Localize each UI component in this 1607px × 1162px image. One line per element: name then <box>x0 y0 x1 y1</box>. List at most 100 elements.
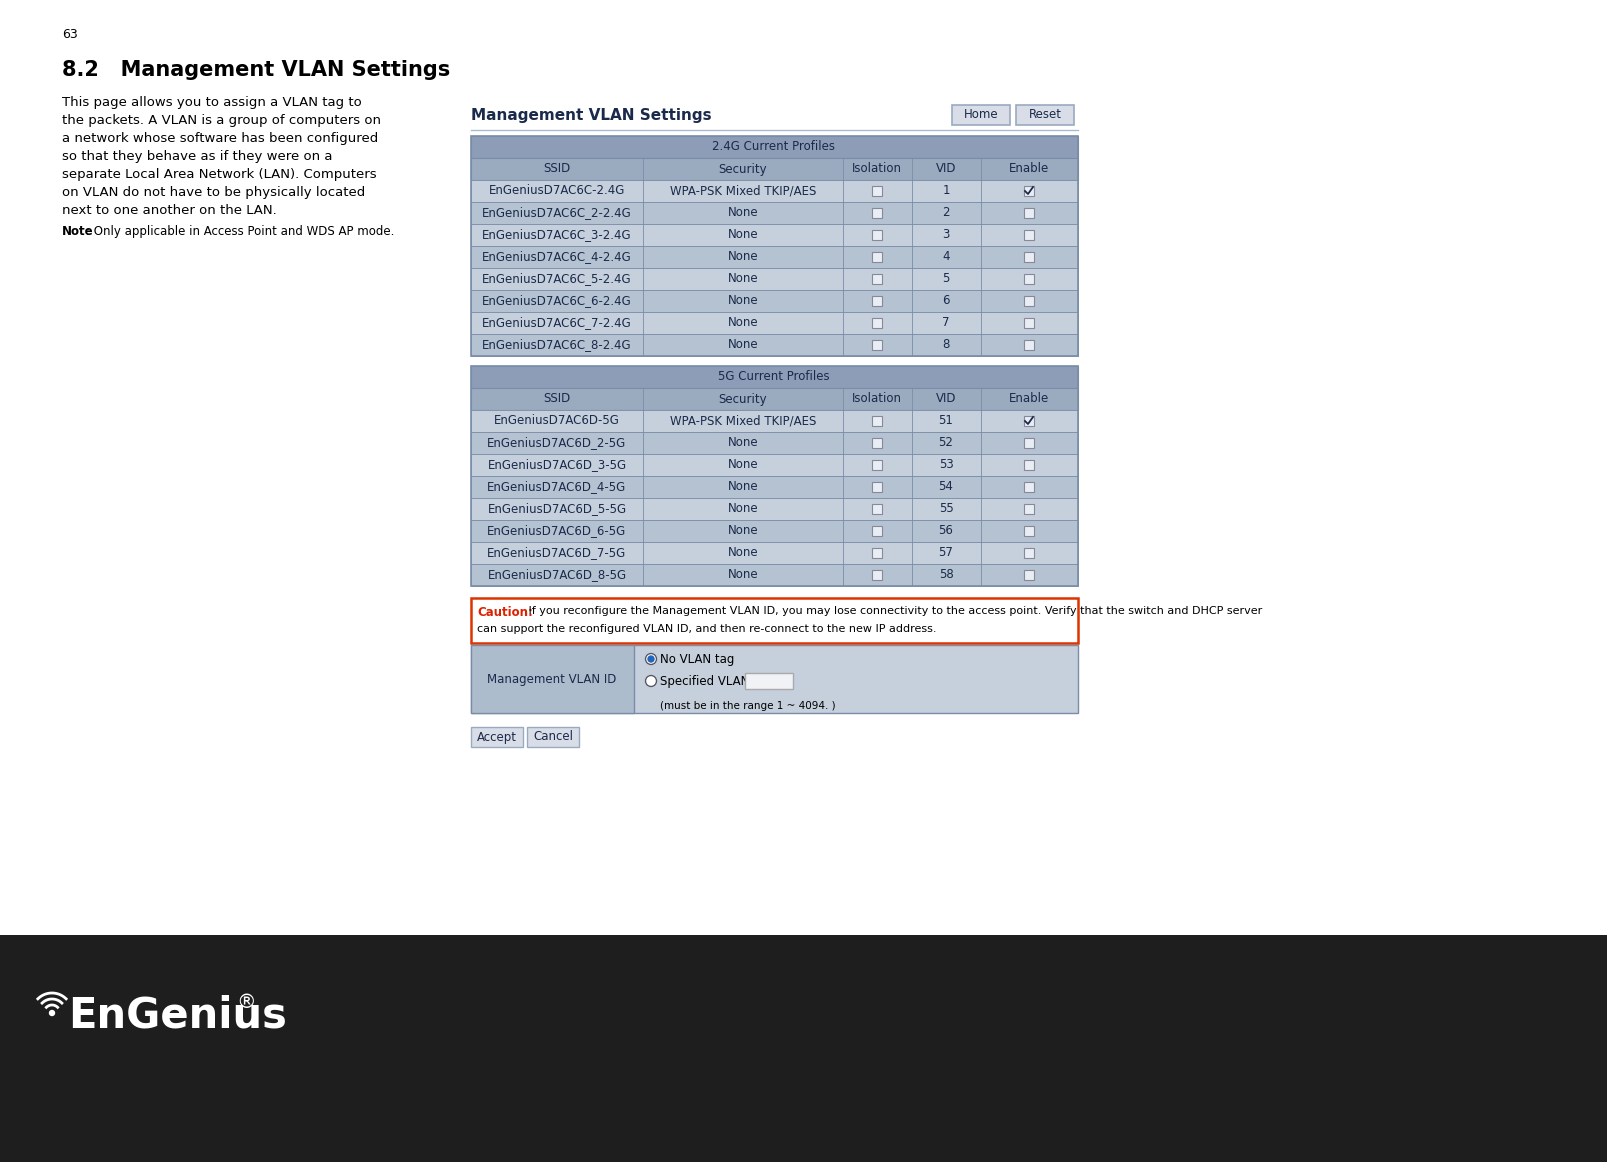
Text: 2: 2 <box>942 207 950 220</box>
Text: EnGeniusD7AC6C_2-2.4G: EnGeniusD7AC6C_2-2.4G <box>482 207 632 220</box>
Text: This page allows you to assign a VLAN tag to: This page allows you to assign a VLAN ta… <box>63 96 362 109</box>
Bar <box>471 727 522 747</box>
Bar <box>873 460 882 469</box>
Bar <box>873 208 882 218</box>
Text: Isolation: Isolation <box>852 393 902 406</box>
Text: Security: Security <box>718 163 767 175</box>
Text: (must be in the range 1 ~ 4094. ): (must be in the range 1 ~ 4094. ) <box>660 701 836 711</box>
Bar <box>1024 208 1033 218</box>
Text: Enable: Enable <box>1009 393 1049 406</box>
Text: None: None <box>728 568 759 581</box>
Bar <box>873 318 882 328</box>
Text: Management VLAN ID: Management VLAN ID <box>487 673 617 686</box>
Text: VID: VID <box>935 393 956 406</box>
Bar <box>1024 416 1033 426</box>
Bar <box>1024 318 1033 328</box>
Bar <box>471 432 1078 454</box>
Text: EnGeniusD7AC6D_5-5G: EnGeniusD7AC6D_5-5G <box>487 502 627 516</box>
Bar <box>873 186 882 196</box>
Text: None: None <box>728 273 759 286</box>
Bar <box>1024 340 1033 350</box>
Text: None: None <box>728 251 759 264</box>
Bar <box>873 438 882 449</box>
Bar <box>1024 296 1033 306</box>
Bar <box>873 548 882 558</box>
Text: If you reconfigure the Management VLAN ID, you may lose connectivity to the acce: If you reconfigure the Management VLAN I… <box>525 607 1261 616</box>
Bar <box>471 136 1078 158</box>
Text: Reset: Reset <box>1028 108 1062 122</box>
Circle shape <box>648 657 654 662</box>
Bar <box>1024 526 1033 536</box>
Bar <box>873 252 882 261</box>
Bar <box>471 158 1078 180</box>
Bar <box>471 136 1078 356</box>
Text: EnGeniusD7AC6D_4-5G: EnGeniusD7AC6D_4-5G <box>487 481 627 494</box>
Bar <box>1024 548 1033 558</box>
Bar <box>471 410 1078 432</box>
Text: None: None <box>728 229 759 242</box>
Text: SSID: SSID <box>543 163 570 175</box>
Bar <box>471 180 1078 202</box>
Text: Isolation: Isolation <box>852 163 902 175</box>
Bar <box>1024 504 1033 514</box>
Text: None: None <box>728 546 759 559</box>
Text: None: None <box>728 294 759 308</box>
Text: None: None <box>728 338 759 351</box>
Text: EnGeniusD7AC6C_7-2.4G: EnGeniusD7AC6C_7-2.4G <box>482 316 632 330</box>
Text: 5: 5 <box>942 273 950 286</box>
Text: No VLAN tag: No VLAN tag <box>660 653 734 666</box>
Text: on VLAN do not have to be physically located: on VLAN do not have to be physically loc… <box>63 186 365 199</box>
Circle shape <box>50 1011 55 1016</box>
Text: 7: 7 <box>942 316 950 330</box>
Circle shape <box>646 675 657 687</box>
Text: : Only applicable in Access Point and WDS AP mode.: : Only applicable in Access Point and WD… <box>87 225 394 238</box>
Bar <box>746 673 792 689</box>
Bar <box>471 268 1078 290</box>
Bar <box>873 296 882 306</box>
Bar <box>471 541 1078 564</box>
Bar <box>1024 252 1033 261</box>
Bar <box>471 202 1078 224</box>
Text: 8.2   Management VLAN Settings: 8.2 Management VLAN Settings <box>63 60 450 80</box>
Text: EnGeniusD7AC6C_8-2.4G: EnGeniusD7AC6C_8-2.4G <box>482 338 632 351</box>
Text: EnGeniusD7AC6D_6-5G: EnGeniusD7AC6D_6-5G <box>487 524 627 538</box>
Bar <box>527 727 579 747</box>
Text: Enable: Enable <box>1009 163 1049 175</box>
Text: next to one another on the LAN.: next to one another on the LAN. <box>63 205 276 217</box>
Bar <box>873 482 882 492</box>
Bar <box>873 416 882 426</box>
Bar <box>1024 571 1033 580</box>
Bar <box>873 504 882 514</box>
Text: Note: Note <box>63 225 93 238</box>
Text: EnGeniusD7AC6C_3-2.4G: EnGeniusD7AC6C_3-2.4G <box>482 229 632 242</box>
Bar <box>471 366 1078 388</box>
Bar <box>471 564 1078 586</box>
Text: Accept: Accept <box>477 731 517 744</box>
Text: Caution:: Caution: <box>477 607 534 619</box>
Text: 63: 63 <box>63 28 77 41</box>
Text: 2.4G Current Profiles: 2.4G Current Profiles <box>712 141 836 153</box>
Text: EnGeniusD7AC6C_6-2.4G: EnGeniusD7AC6C_6-2.4G <box>482 294 632 308</box>
Text: EnGeniusD7AC6D_8-5G: EnGeniusD7AC6D_8-5G <box>487 568 627 581</box>
Text: Management VLAN Settings: Management VLAN Settings <box>471 108 712 123</box>
Bar <box>471 366 1078 586</box>
Text: 58: 58 <box>938 568 953 581</box>
Text: EnGeniusD7AC6C_5-2.4G: EnGeniusD7AC6C_5-2.4G <box>482 273 632 286</box>
Text: 52: 52 <box>938 437 953 450</box>
Text: 3: 3 <box>942 229 950 242</box>
Text: Cancel: Cancel <box>534 731 574 744</box>
Text: EnGeniusD7AC6D-5G: EnGeniusD7AC6D-5G <box>493 415 620 428</box>
Bar <box>471 290 1078 313</box>
Text: EnGeniusD7AC6D_3-5G: EnGeniusD7AC6D_3-5G <box>487 459 627 472</box>
Bar <box>471 313 1078 333</box>
Text: so that they behave as if they were on a: so that they behave as if they were on a <box>63 150 333 163</box>
Bar <box>471 388 1078 410</box>
Text: 4: 4 <box>942 251 950 264</box>
Text: 57: 57 <box>938 546 953 559</box>
Text: 51: 51 <box>938 415 953 428</box>
Text: 55: 55 <box>938 502 953 516</box>
Text: 56: 56 <box>938 524 953 538</box>
Text: can support the reconfigured VLAN ID, and then re-connect to the new IP address.: can support the reconfigured VLAN ID, an… <box>477 624 937 634</box>
Text: the packets. A VLAN is a group of computers on: the packets. A VLAN is a group of comput… <box>63 114 381 127</box>
Text: VID: VID <box>935 163 956 175</box>
